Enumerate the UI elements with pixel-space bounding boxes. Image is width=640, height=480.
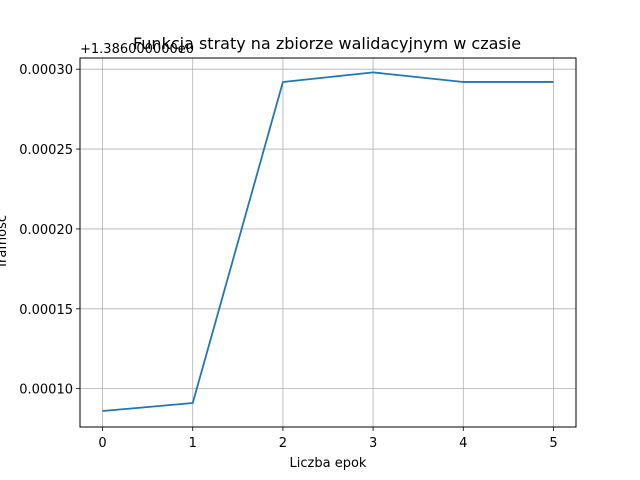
- x-axis-label: Liczba epok: [290, 456, 367, 471]
- x-tick-label: 2: [279, 436, 287, 451]
- loss-series-line: [102, 71, 554, 412]
- series-layer: [102, 71, 554, 412]
- y-ticks: 0.00010 0.00015 0.00020 0.00025 0.00030: [19, 63, 80, 398]
- y-axis-label: Trafność: [0, 215, 10, 270]
- y-tick-label: 0.00020: [19, 223, 73, 238]
- x-tick-label: 4: [459, 436, 467, 451]
- plot-frame: [79, 57, 577, 428]
- y-tick-label: 0.00030: [19, 63, 73, 78]
- x-tick-label: 1: [189, 436, 197, 451]
- grid: [80, 58, 576, 427]
- y-axis-offset-label: +1.386000000e0: [80, 42, 194, 57]
- x-tick-label: 3: [369, 436, 377, 451]
- chart-title: Funkcja straty na zbiorze walidacyjnym w…: [133, 34, 521, 53]
- x-tick-label: 5: [549, 436, 557, 451]
- y-tick-label: 0.00025: [19, 143, 73, 158]
- x-tick-label: 0: [98, 436, 106, 451]
- y-tick-label: 0.00015: [19, 303, 73, 318]
- y-tick-label: 0.00010: [19, 383, 73, 398]
- x-ticks: 0 1 2 3 4 5: [98, 427, 558, 451]
